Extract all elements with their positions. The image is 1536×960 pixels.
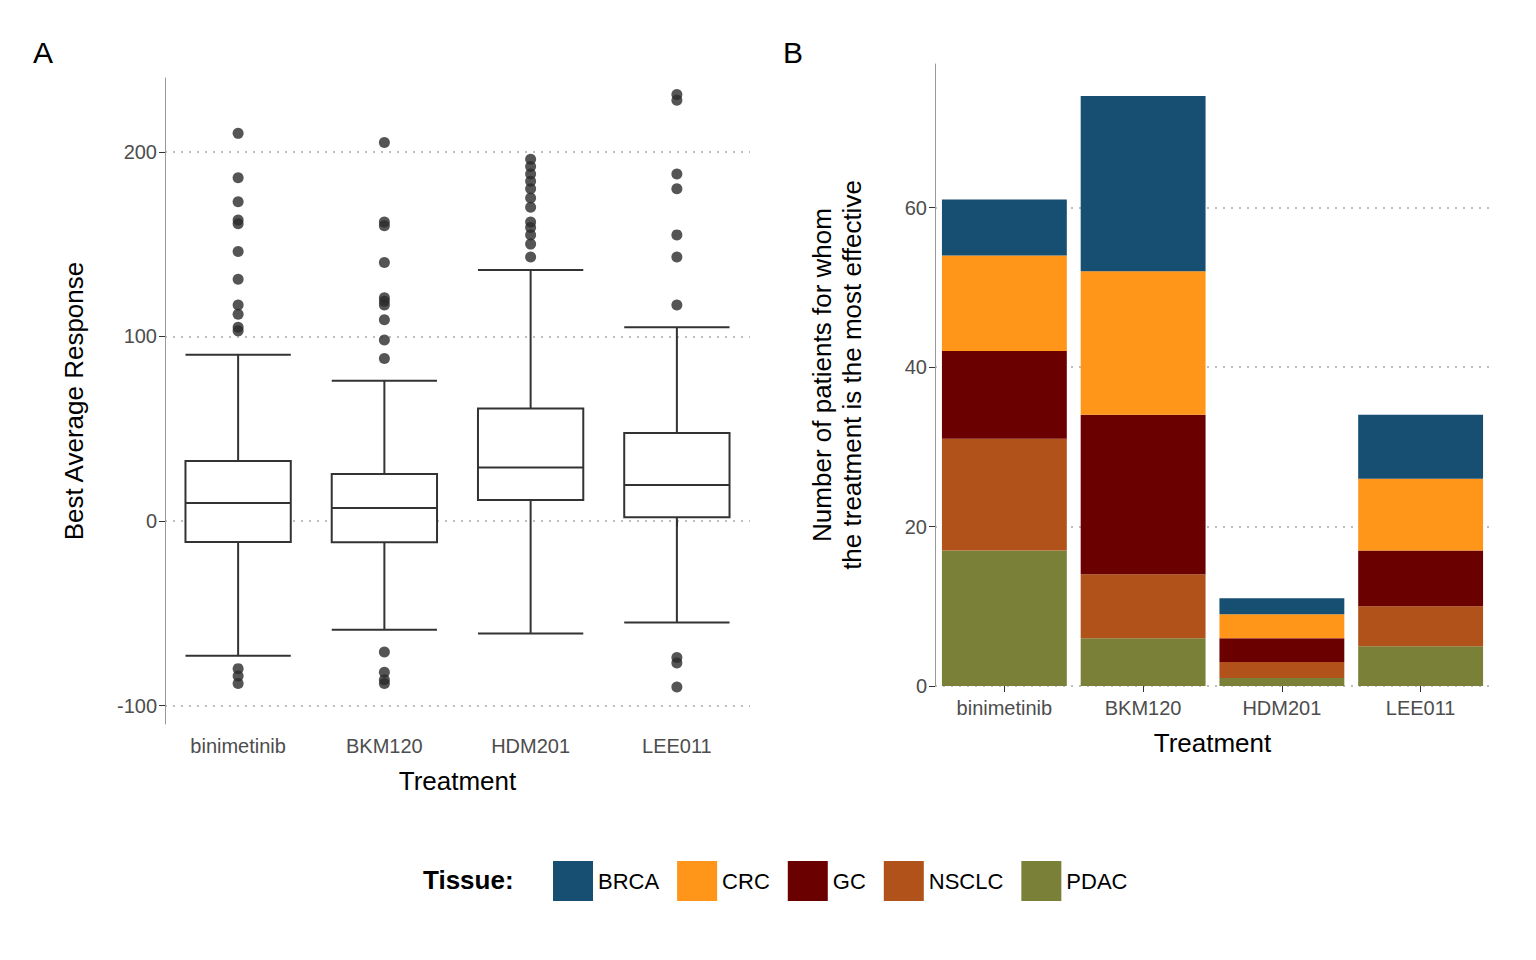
svg-text:Best Average Response: Best Average Response xyxy=(59,262,89,540)
svg-text:60: 60 xyxy=(905,197,927,219)
svg-text:binimetinib: binimetinib xyxy=(190,735,286,757)
svg-text:Tissue:: Tissue: xyxy=(423,865,514,895)
svg-text:0: 0 xyxy=(146,510,157,532)
svg-text:CRC: CRC xyxy=(722,869,770,894)
svg-text:GC: GC xyxy=(833,869,866,894)
svg-text:PDAC: PDAC xyxy=(1066,869,1127,894)
svg-text:LEE011: LEE011 xyxy=(642,735,712,757)
svg-text:binimetinib: binimetinib xyxy=(957,697,1053,719)
svg-text:B: B xyxy=(783,36,803,69)
svg-text:A: A xyxy=(33,36,53,69)
svg-text:HDM201: HDM201 xyxy=(1242,697,1321,719)
svg-text:NSCLC: NSCLC xyxy=(929,869,1004,894)
svg-text:LEE011: LEE011 xyxy=(1386,697,1456,719)
svg-text:200: 200 xyxy=(124,141,157,163)
svg-text:20: 20 xyxy=(905,516,927,538)
svg-text:0: 0 xyxy=(916,675,927,697)
svg-text:the treatment is the most effe: the treatment is the most effective xyxy=(837,180,867,570)
svg-text:Treatment: Treatment xyxy=(1154,728,1272,758)
svg-text:-100: -100 xyxy=(117,695,157,717)
svg-text:Number of patients for whom: Number of patients for whom xyxy=(807,208,837,542)
svg-text:100: 100 xyxy=(124,325,157,347)
svg-text:BKM120: BKM120 xyxy=(1105,697,1182,719)
svg-text:Treatment: Treatment xyxy=(399,766,517,796)
svg-text:BRCA: BRCA xyxy=(598,869,659,894)
svg-text:BKM120: BKM120 xyxy=(346,735,423,757)
svg-text:HDM201: HDM201 xyxy=(491,735,570,757)
svg-text:40: 40 xyxy=(905,356,927,378)
